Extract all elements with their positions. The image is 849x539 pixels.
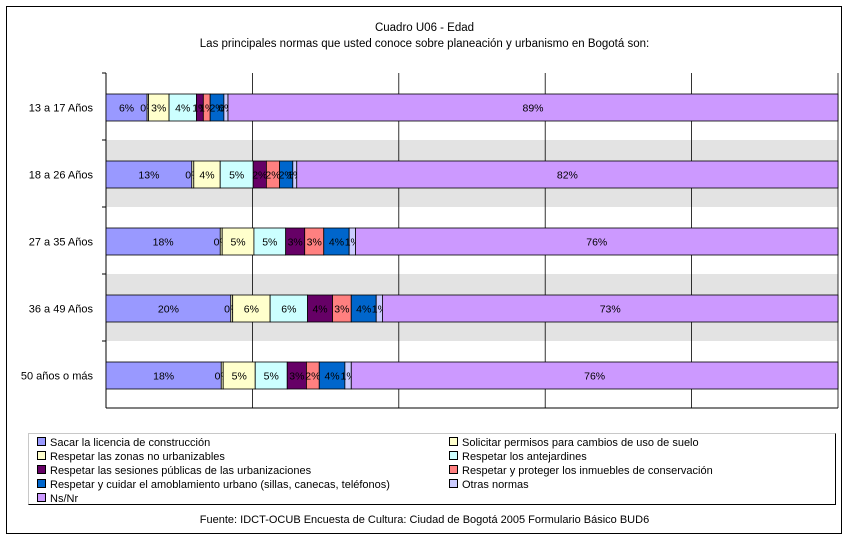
legend-swatch [37, 493, 46, 502]
legend-label: Ns/Nr [50, 493, 79, 505]
category-label: 27 a 35 Años [29, 237, 94, 249]
legend-label: Respetar los antejardines [462, 451, 587, 463]
legend-item: Respetar las sesiones públicas de las ur… [37, 465, 311, 478]
legend-item: Otras normas [449, 479, 529, 492]
bar-segment [105, 93, 148, 122]
data-label: 4% [324, 371, 339, 383]
chart-subtitle: Las principales normas que usted conoce … [199, 38, 650, 50]
data-label: 4% [356, 304, 371, 316]
legend-label: Sacar la licencia de construcción [50, 437, 211, 449]
legend-swatch [449, 465, 458, 474]
data-label: 5% [230, 237, 245, 249]
data-label: 5% [264, 371, 279, 383]
data-label: 2% [305, 371, 320, 383]
data-label: 18% [153, 371, 174, 383]
legend-swatch [37, 479, 46, 488]
bar-segment [382, 294, 839, 323]
bar-segment [350, 361, 839, 390]
data-label: 4% [175, 103, 190, 115]
bar-segment [105, 227, 221, 256]
chart-plot: 13 a 17 Años 6% 0%3% 4% 1%1%2%0% 89%18 a 26 A… [21, 72, 839, 409]
data-label: 3% [334, 304, 349, 316]
bar-segment [105, 294, 232, 323]
category-label: 13 a 17 Años [29, 103, 94, 115]
legend-item: Respetar los antejardines [449, 451, 587, 464]
data-label: 73% [600, 304, 621, 316]
data-label: 3% [151, 103, 166, 115]
legend-swatch [449, 451, 458, 460]
legend-swatch [449, 479, 458, 488]
legend-swatch [449, 437, 458, 446]
data-label: 76% [584, 371, 605, 383]
data-label: 18% [153, 237, 174, 249]
legend-label: Solicitar permisos para cambios de uso d… [462, 437, 699, 449]
data-label: 13% [138, 170, 159, 182]
data-label: 5% [229, 170, 244, 182]
bar-segment [253, 227, 287, 256]
data-label: 2% [265, 170, 280, 182]
data-label: 6% [281, 304, 296, 316]
bar-segment [232, 294, 271, 323]
legend-label: Otras normas [462, 479, 529, 491]
bar-segment [222, 361, 256, 390]
data-label: 20% [158, 304, 179, 316]
legend-label: Respetar y proteger los inmuebles de con… [462, 465, 713, 477]
legend-swatch [37, 465, 46, 474]
chart-legend: Sacar la licencia de construcción Solicit… [28, 433, 836, 505]
category-label: 36 a 49 Años [29, 304, 94, 316]
data-label: 6% [119, 103, 134, 115]
bar-segment [221, 227, 255, 256]
bar-segment [227, 93, 839, 122]
category-label: 50 años o más [21, 371, 94, 383]
data-label: 2% [279, 170, 294, 182]
data-label: 2% [252, 170, 267, 182]
legend-item: Respetar y cuidar el amoblamiento urbano… [37, 479, 390, 492]
legend-label: Respetar y cuidar el amoblamiento urbano… [50, 479, 390, 491]
bar-segment [219, 160, 254, 189]
legend-item: Sacar la licencia de construcción [37, 437, 210, 450]
data-label: 76% [586, 237, 607, 249]
bar-segment [105, 361, 222, 390]
bar-segment [296, 160, 839, 189]
legend-swatch [37, 437, 46, 446]
data-label: 4% [199, 170, 214, 182]
category-label: 18 a 26 Años [29, 170, 94, 182]
data-label: 3% [289, 371, 304, 383]
data-label: 4% [329, 237, 344, 249]
legend-item: Respetar y proteger los inmuebles de con… [449, 465, 713, 478]
legend-label: Respetar las sesiones públicas de las ur… [50, 465, 312, 477]
chart-title: Cuadro U06 - Edad [374, 22, 475, 34]
legend-item: Ns/Nr [37, 493, 78, 506]
legend-label: Respetar las zonas no urbanizables [50, 451, 225, 463]
legend-swatch [37, 451, 46, 460]
data-label: 82% [557, 170, 578, 182]
data-label: 3% [307, 237, 322, 249]
data-label: 89% [522, 103, 543, 115]
data-label: 6% [244, 304, 259, 316]
bar-segment [254, 361, 288, 390]
data-label: 5% [262, 237, 277, 249]
legend-item: Solicitar permisos para cambios de uso d… [449, 437, 699, 450]
data-label: 3% [288, 237, 303, 249]
data-label: 4% [312, 304, 327, 316]
data-label: 2% [209, 103, 224, 115]
data-label: 5% [232, 371, 247, 383]
bar-segment [355, 227, 839, 256]
legend-item: Respetar las zonas no urbanizables [37, 451, 225, 464]
source-note: Fuente: IDCT-OCUB Encuesta de Cultura: C… [199, 514, 650, 526]
